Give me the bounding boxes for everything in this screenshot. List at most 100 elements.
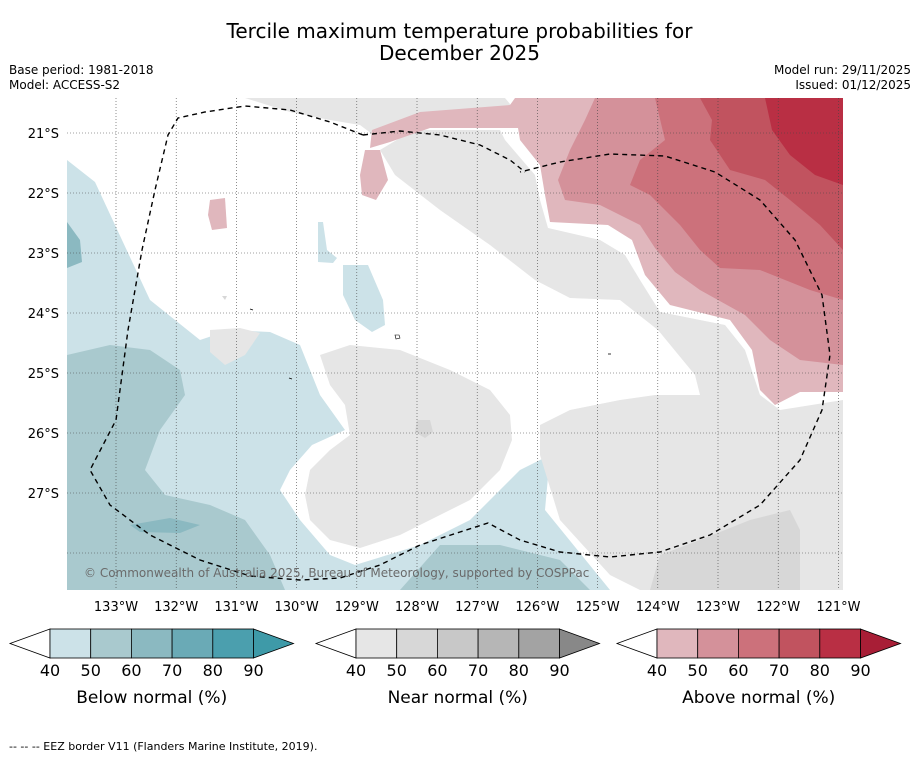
- lat-tick-label: 22°S: [28, 187, 59, 202]
- map-title: Tercile maximum temperature probabilitie…: [0, 20, 919, 64]
- colorbar-tick-label: 60: [121, 661, 141, 680]
- colorbar-tick-label: 80: [810, 661, 830, 680]
- colorbar-segment: [355, 628, 398, 659]
- model-run: Model run: 29/11/2025: [773, 63, 911, 77]
- lat-tick-label: 21°S: [28, 127, 59, 142]
- lon-tick-label: 130°W: [275, 600, 319, 615]
- colorbar-tick-label: 90: [549, 661, 569, 680]
- colorbar-segment: [819, 628, 861, 659]
- lat-tick-label: 25°S: [28, 367, 59, 382]
- near-normal-40-west: [210, 328, 260, 365]
- colorbar-tick-label: 40: [346, 661, 366, 680]
- above-normal-40-spot-2: [208, 198, 227, 230]
- colorbar-tick-label: 70: [468, 661, 488, 680]
- colorbar-tick-label: 80: [509, 661, 529, 680]
- lon-tick-label: 129°W: [335, 600, 379, 615]
- model-name: Model: ACCESS-S2: [9, 78, 121, 92]
- longitude-labels: 133°W 132°W 131°W 130°W 129°W 128°W 127°W 126°W…: [94, 600, 861, 615]
- gridlines: [67, 98, 843, 590]
- issued-date: Issued: 01/12/2025: [795, 78, 911, 92]
- colorbar-segment: [477, 628, 520, 659]
- colorbar-tick-label: 50: [81, 661, 101, 680]
- meta-right: Model run: 29/11/2025 Issued: 01/12/2025: [774, 63, 911, 93]
- colorbar-under-triangle: [314, 628, 357, 659]
- near-normal-40-north: [245, 98, 843, 590]
- colorbar-tick-label: 60: [728, 661, 748, 680]
- colorbar-tick-label: 70: [769, 661, 789, 680]
- colorbar-segment: [130, 628, 173, 659]
- below-normal-40-region: [67, 160, 610, 590]
- above-normal-40-spot-1: [360, 150, 388, 200]
- near-normal-50-dot: [415, 420, 433, 438]
- below-normal-60-edge: [67, 222, 82, 268]
- colorbar-segment: [738, 628, 780, 659]
- colorbar-title: Below normal (%): [76, 688, 227, 708]
- lat-tick-label: 27°S: [28, 487, 59, 502]
- colorbar-segment: [656, 628, 699, 659]
- colorbar-near: 40 50 60 70 80 90 Near normal (%): [314, 628, 601, 708]
- colorbar-tick-label: 60: [427, 661, 447, 680]
- below-normal-40-island: [343, 265, 385, 332]
- copyright-notice: © Commonwealth of Australia 2025, Bureau…: [84, 566, 589, 580]
- lon-tick-label: 133°W: [94, 600, 138, 615]
- below-normal-60-patch: [130, 518, 200, 533]
- colorbar-segment: [49, 628, 92, 659]
- eez-border-north: [362, 130, 526, 173]
- lon-tick-label: 128°W: [395, 600, 439, 615]
- colorbar-below: 40 50 60 70 80 90 Below normal (%): [8, 628, 295, 708]
- base-period: Base period: 1981-2018: [9, 63, 154, 77]
- colorbar-segment: [212, 628, 254, 659]
- colorbar-title: Near normal (%): [388, 688, 528, 708]
- colorbar-segment: [697, 628, 739, 659]
- colorbar-segment: [171, 628, 214, 659]
- small-islet-5: [288, 377, 293, 380]
- colorbar-under-triangle: [615, 628, 658, 659]
- colorbar-tick-label: 90: [243, 661, 263, 680]
- latitude-labels: 21°S 22°S 23°S 24°S 25°S 26°S 27°S: [28, 127, 59, 502]
- colorbar-tick-label: 50: [688, 661, 708, 680]
- colorbar-above: 40 50 60 70 80 90 Above normal (%): [615, 628, 902, 708]
- title-line-2: December 2025: [379, 41, 540, 65]
- colorbar-segment: [90, 628, 132, 659]
- lat-tick-label: 23°S: [28, 247, 59, 262]
- near-normal-50-patch: [650, 510, 800, 590]
- colorbar-tick-label: 50: [387, 661, 407, 680]
- colorbar-tick-label: 80: [203, 661, 223, 680]
- eez-footer-note: -- -- -- EEZ border V11 (Flanders Marine…: [9, 740, 318, 753]
- colorbar-tick-label: 90: [850, 661, 870, 680]
- colorbar-segment: [436, 628, 479, 659]
- meta-left: Base period: 1981-2018 Model: ACCESS-S2: [9, 63, 154, 93]
- colorbar-segment: [778, 628, 821, 659]
- lat-tick-label: 24°S: [28, 307, 59, 322]
- colorbar-over-triangle: [559, 628, 601, 659]
- colorbar-title: Above normal (%): [682, 688, 835, 708]
- eez-border-west: [89, 105, 831, 581]
- colorbar-over-triangle: [253, 628, 295, 659]
- above-normal-80-region: [765, 98, 843, 185]
- colorbar-tick-label: 70: [162, 661, 182, 680]
- lon-tick-label: 125°W: [576, 600, 620, 615]
- colorbar-tick-label: 40: [40, 661, 60, 680]
- colorbar-segment: [518, 628, 560, 659]
- below-normal-50-region: [67, 345, 285, 590]
- colorbar-under-triangle: [8, 628, 51, 659]
- lon-tick-label: 124°W: [636, 600, 680, 615]
- lon-tick-label: 123°W: [696, 600, 740, 615]
- lon-tick-label: 122°W: [756, 600, 800, 615]
- small-islet-2: [222, 296, 227, 300]
- lon-tick-label: 132°W: [154, 600, 198, 615]
- colorbars: 40 50 60 70 80 90 Below normal (%) 40 50 60 70 80 90…: [8, 628, 902, 708]
- colorbar-segment: [396, 628, 438, 659]
- colorbar-over-triangle: [860, 628, 902, 659]
- lat-tick-label: 26°S: [28, 427, 59, 442]
- title-line-1: Tercile maximum temperature probabilitie…: [226, 19, 693, 43]
- small-islet-3: [249, 308, 254, 311]
- lon-tick-label: 121°W: [816, 600, 860, 615]
- lon-tick-label: 127°W: [455, 600, 499, 615]
- probability-fields: © Commonwealth of Australia 2025, Bureau…: [67, 98, 843, 590]
- small-islet-1: [394, 334, 401, 340]
- colorbar-tick-label: 40: [647, 661, 667, 680]
- lon-tick-label: 126°W: [515, 600, 559, 615]
- lon-tick-label: 131°W: [214, 600, 258, 615]
